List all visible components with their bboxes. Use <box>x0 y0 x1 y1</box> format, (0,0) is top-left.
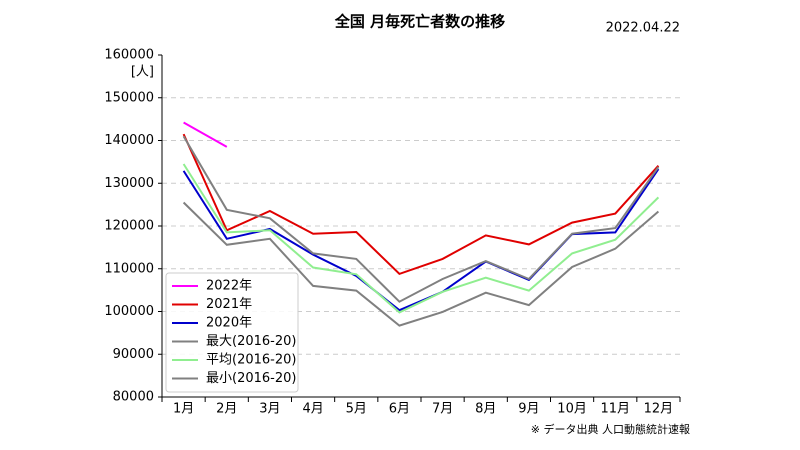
x-tick-label: 9月 <box>518 402 539 417</box>
legend-label: 最小(2016-20) <box>206 371 296 386</box>
x-tick-label: 4月 <box>302 402 323 417</box>
legend-label: 平均(2016-20) <box>206 353 296 368</box>
source-note: ※ データ出典 人口動態統計速報 <box>531 422 690 436</box>
legend-label: 2021年 <box>206 297 252 312</box>
x-tick-label: 7月 <box>432 402 453 417</box>
x-tick-label: 11月 <box>600 402 630 417</box>
y-tick-label: 140000 <box>104 133 154 148</box>
x-tick-label: 2月 <box>216 402 237 417</box>
legend-box <box>165 272 299 393</box>
y-tick-label: 160000 <box>104 48 154 63</box>
y-tick-label: 130000 <box>104 176 154 191</box>
legend-label: 最大(2016-20) <box>206 334 296 349</box>
x-tick-label: 8月 <box>475 402 496 417</box>
y-tick-label: 110000 <box>104 261 154 276</box>
y-tick-label: 90000 <box>113 347 154 362</box>
series-line <box>182 135 660 303</box>
x-tick-label: 1月 <box>173 402 194 417</box>
series-line <box>183 121 228 148</box>
series-line <box>182 201 660 327</box>
series-line <box>182 163 660 314</box>
legend-label: 2020年 <box>206 316 252 331</box>
chart-title: 全国 月毎死亡者数の推移 <box>334 13 505 31</box>
y-tick-label: 80000 <box>113 390 154 405</box>
y-tick-label: 120000 <box>104 219 154 234</box>
y-tick-label: 100000 <box>104 304 154 319</box>
x-tick-label: 10月 <box>557 402 587 417</box>
x-tick-label: 12月 <box>644 402 674 417</box>
x-tick-label: 6月 <box>389 402 410 417</box>
y-axis-label: [人] <box>131 65 154 80</box>
date: 2022.04.22 <box>606 21 680 36</box>
x-tick-label: 5月 <box>346 402 367 417</box>
series-line <box>182 133 660 276</box>
legend-label: 2022年 <box>206 279 252 294</box>
y-tick-label: 150000 <box>104 90 154 105</box>
x-tick-label: 3月 <box>259 402 280 417</box>
